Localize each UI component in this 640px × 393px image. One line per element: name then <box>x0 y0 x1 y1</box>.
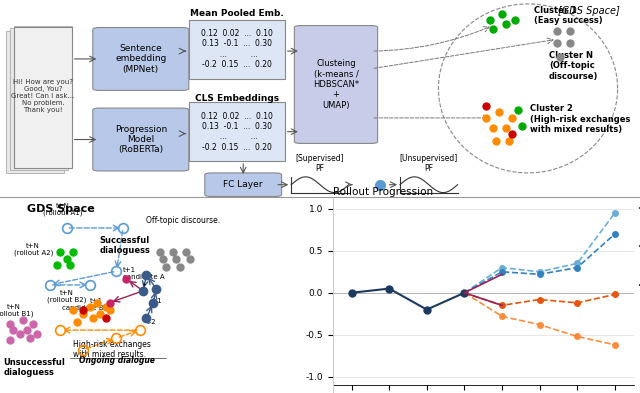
Rollout B1 <box>461 290 468 295</box>
Line: Rollout B2: Rollout B2 <box>461 290 618 308</box>
Text: Unsuccessful
dialoguess: Unsuccessful dialoguess <box>3 358 65 377</box>
Rollout B2 <box>461 290 468 295</box>
FancyBboxPatch shape <box>6 31 64 173</box>
Text: Rollout Progression: Rollout Progression <box>333 187 433 197</box>
Line: Rollout B1: Rollout B1 <box>461 290 618 348</box>
Text: FC Layer: FC Layer <box>223 180 263 189</box>
Rollout B2 <box>536 297 543 302</box>
Text: GDS Space: GDS Space <box>27 204 94 214</box>
Text: t+N
(rollout A2): t+N (rollout A2) <box>13 243 53 256</box>
Rollout B2 <box>573 301 581 305</box>
Text: [GDS Space]: [GDS Space] <box>558 6 620 16</box>
Line: Rollout A2: Rollout A2 <box>461 231 618 296</box>
Rollout A1 <box>611 211 619 215</box>
Line: Candidate A: Candidate A <box>465 274 502 293</box>
Text: Hi! How are you?
Good, You?
Great! Can I ask...
No problem.
Thank you!: Hi! How are you? Good, You? Great! Can I… <box>12 79 74 113</box>
Rollout A1 <box>461 290 468 295</box>
Text: High-risk exchanges
with mixed results.: High-risk exchanges with mixed results. <box>73 340 151 359</box>
Rollout B1 <box>611 342 619 347</box>
Rollout A2 <box>611 231 619 236</box>
Rollout A1 <box>536 270 543 274</box>
Line: Rollout A1: Rollout A1 <box>461 210 618 296</box>
Candidate A <box>461 290 468 295</box>
Text: Mean Pooled Emb.: Mean Pooled Emb. <box>190 9 284 18</box>
Rollout A2 <box>536 272 543 277</box>
Line: Base: Base <box>348 285 468 313</box>
Text: Off-topic discourse.: Off-topic discourse. <box>147 216 221 225</box>
Rollout A1 <box>573 261 581 266</box>
Base <box>461 290 468 295</box>
FancyBboxPatch shape <box>14 27 72 168</box>
Text: Cluster 2
(High-risk exchanges
with mixed results): Cluster 2 (High-risk exchanges with mixe… <box>530 104 630 134</box>
Rollout A2 <box>461 290 468 295</box>
Text: t-1: t-1 <box>153 298 163 304</box>
Text: Ongoing dialogue: Ongoing dialogue <box>79 356 154 365</box>
Line: Candidate B: Candidate B <box>465 293 502 305</box>
FancyBboxPatch shape <box>93 108 189 171</box>
Text: t+N
(rollout B2): t+N (rollout B2) <box>47 290 86 303</box>
Text: 0.12  0.02  ...  0.10
0.13  -0.1  ...  0.30
  ...          ...
-0.2  0.15  ...  : 0.12 0.02 ... 0.10 0.13 -0.1 ... 0.30 ..… <box>201 29 273 69</box>
Rollout B1 <box>536 322 543 327</box>
Text: t+N
(rollout B1): t+N (rollout B1) <box>0 304 33 317</box>
Text: Progression
Model
(RoBERTa): Progression Model (RoBERTa) <box>115 125 167 154</box>
Rollout A1 <box>498 265 506 270</box>
FancyBboxPatch shape <box>93 28 189 90</box>
Rollout A2 <box>498 270 506 274</box>
Candidate B <box>498 303 506 308</box>
Text: t: t <box>143 283 146 291</box>
Text: t+N
(rollout A1): t+N (rollout A1) <box>44 203 83 216</box>
Text: t-2: t-2 <box>147 319 156 325</box>
Rollout B2 <box>498 303 506 308</box>
FancyBboxPatch shape <box>189 20 285 79</box>
Text: CLS Embeddings: CLS Embeddings <box>195 94 279 103</box>
Text: Cluster N
(Off-topic
discourse): Cluster N (Off-topic discourse) <box>549 51 598 81</box>
Text: Clusteing
(k-means /
HDBSCAN*
+
UMAP): Clusteing (k-means / HDBSCAN* + UMAP) <box>313 59 359 110</box>
FancyBboxPatch shape <box>189 102 285 161</box>
Rollout B2 <box>611 292 619 297</box>
Base <box>348 290 355 295</box>
Text: t+1
candidate B: t+1 candidate B <box>61 298 103 311</box>
Text: Sentence
embedding
(MPNet): Sentence embedding (MPNet) <box>115 44 166 74</box>
Text: Cluster 1
(Easy success): Cluster 1 (Easy success) <box>534 6 603 25</box>
Text: [Unsupervised]
PF: [Unsupervised] PF <box>399 154 458 173</box>
Rollout B1 <box>573 334 581 339</box>
FancyBboxPatch shape <box>10 28 68 170</box>
Base <box>385 286 393 291</box>
Legend: Candidate A, Rollout A1, Rollout A2, Candidate B, Rollout B1, Rollout B2, Base: Candidate A, Rollout A1, Rollout A2, Can… <box>637 200 640 292</box>
Text: Successful
dialoguess: Successful dialoguess <box>100 236 150 255</box>
Candidate B <box>461 290 468 295</box>
FancyBboxPatch shape <box>14 26 72 167</box>
Text: [Supervised]
PF: [Supervised] PF <box>296 154 344 173</box>
Rollout B1 <box>498 314 506 319</box>
FancyBboxPatch shape <box>205 173 282 196</box>
Candidate A <box>498 272 506 277</box>
Text: 0.12  0.02  ...  0.10
0.13  -0.1  ...  0.30
  ...          ...
-0.2  0.15  ...  : 0.12 0.02 ... 0.10 0.13 -0.1 ... 0.30 ..… <box>201 112 273 152</box>
Base <box>423 307 431 312</box>
Text: t+1
candidate A: t+1 candidate A <box>123 266 164 280</box>
FancyBboxPatch shape <box>294 26 378 143</box>
Rollout A2 <box>573 265 581 270</box>
